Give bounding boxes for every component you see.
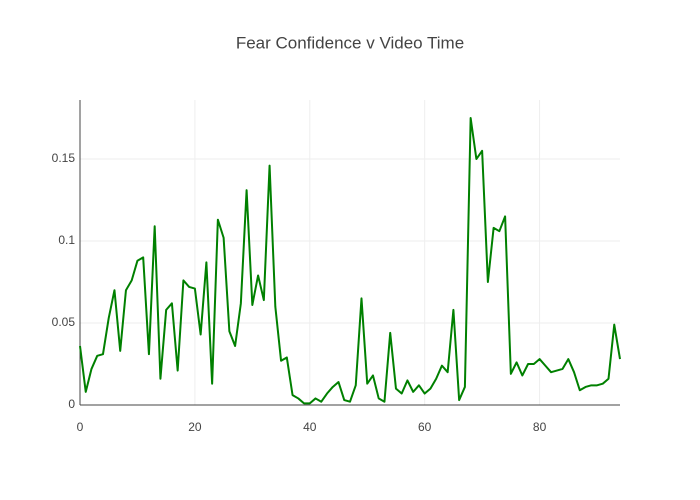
x-tick-label: 80: [533, 420, 547, 434]
x-tick-label: 60: [418, 420, 432, 434]
x-tick-label: 0: [77, 420, 84, 434]
line: [79, 117, 621, 405]
y-tick-label: 0.1: [58, 233, 75, 247]
chart-title: Fear Confidence v Video Time: [236, 33, 464, 52]
x-tick-label: 20: [188, 420, 202, 434]
y-tick-label: 0.05: [52, 315, 76, 329]
y-tick-label: 0.15: [52, 151, 76, 165]
y-tick-label: 0: [68, 397, 75, 411]
x-tick-label: 40: [303, 420, 317, 434]
